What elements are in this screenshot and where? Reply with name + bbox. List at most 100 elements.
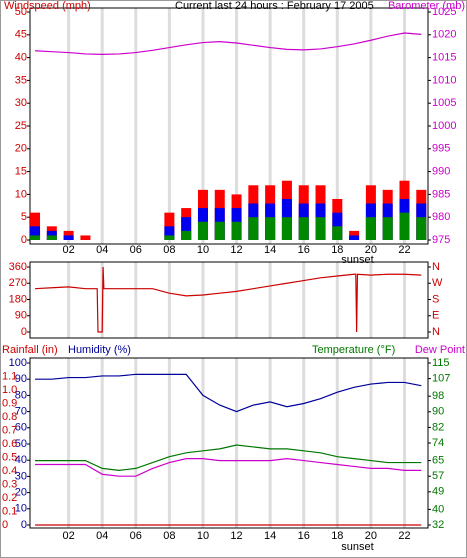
wind-bar [181, 217, 192, 240]
y2ticks-label: 1010 [432, 74, 456, 86]
wind-bar [416, 217, 427, 240]
x-tick-label: 12 [230, 244, 242, 256]
wind-bar [30, 235, 41, 240]
wind-bar [181, 230, 192, 240]
yticks-label: 80 [15, 389, 27, 401]
y2ticks-label: 1015 [432, 52, 456, 64]
yticks-label: 0 [21, 326, 27, 338]
x-tick-label: 14 [264, 244, 276, 256]
yticks-label: 360 [9, 261, 27, 273]
y2ticks-label: N [432, 261, 440, 273]
y2ticks-label: 1020 [432, 29, 456, 41]
rain_ticks-label: 0.7 [2, 424, 17, 436]
y2ticks-label: 74 [432, 437, 444, 449]
x-tick-label: 06 [130, 244, 142, 256]
wind-bar [164, 226, 175, 240]
y2ticks-label: 1005 [432, 97, 456, 109]
yticks-label: 50 [15, 438, 27, 450]
wind-bar [382, 217, 393, 240]
x-tick-label: 16 [298, 244, 310, 256]
wind-bar [265, 217, 276, 240]
wind-bar [248, 217, 259, 240]
rain_ticks-label: 1.1 [2, 370, 17, 382]
rain_ticks-label: 0.4 [2, 465, 17, 477]
yticks-label: 25 [15, 120, 27, 132]
y-axis-title: Humidity (%) [68, 344, 131, 356]
x-tick-label: 10 [197, 244, 209, 256]
rain_ticks-label: 0.5 [2, 451, 17, 463]
wind-bar [231, 221, 242, 240]
y2ticks-label: 57 [432, 470, 444, 482]
yticks-label: 40 [15, 52, 27, 64]
wind-bar [197, 221, 208, 240]
x-tick-label: 22 [398, 244, 410, 256]
yticks-label: 30 [15, 470, 27, 482]
x-tick-label: 02 [62, 244, 74, 256]
y2ticks-label: 980 [432, 211, 450, 223]
rain_ticks-label: 0.9 [2, 397, 17, 409]
annotation: sunset [341, 254, 373, 266]
x-tick-label: 22 [398, 530, 410, 542]
yticks-label: 180 [9, 293, 27, 305]
y2ticks-label: 40 [432, 503, 444, 515]
y2ticks-label: 90 [432, 406, 444, 418]
yticks-label: 20 [15, 143, 27, 155]
y2ticks-label: 32 [432, 519, 444, 531]
wind-bar [30, 226, 41, 240]
y2ticks-label: 985 [432, 188, 450, 200]
yticks-label: 35 [15, 74, 27, 86]
y2ticks-label: 975 [432, 234, 450, 246]
yticks-label: 20 [15, 487, 27, 499]
x-tick-label: 20 [365, 244, 377, 256]
yticks-label: 45 [15, 29, 27, 41]
y2ticks-label: 82 [432, 421, 444, 433]
yticks-label: 0 [21, 234, 27, 246]
rain-axis-title: Rainfall (in) [2, 344, 58, 356]
wind-bar [281, 217, 292, 240]
y2ticks-label: 115 [432, 357, 450, 369]
x-tick-label: 06 [130, 530, 142, 542]
wind-bar [80, 235, 91, 240]
wind-bar [164, 235, 175, 240]
y2ticks-label: E [432, 310, 439, 322]
x-tick-label: 14 [264, 530, 276, 542]
annotation: sunset [341, 541, 373, 553]
yticks-label: 50 [15, 6, 27, 18]
y2ticks-label: 995 [432, 143, 450, 155]
series-line [35, 266, 422, 333]
series-line [35, 444, 422, 471]
wind-bar [46, 235, 57, 240]
y2ticks-label: W [432, 277, 443, 289]
rain_ticks-label: 0 [2, 519, 8, 531]
series-line [35, 32, 422, 56]
y2-axis-title: Temperature (°F) [312, 344, 395, 356]
wind-bar [315, 217, 326, 240]
x-tick-label: 12 [230, 530, 242, 542]
x-tick-label: 08 [163, 530, 175, 542]
rain_ticks-label: 0.3 [2, 478, 17, 490]
wind-bar [365, 217, 376, 240]
x-tick-label: 04 [96, 530, 108, 542]
rain_ticks-label: 0.6 [2, 438, 17, 450]
y2ticks-label: 990 [432, 166, 450, 178]
rain_ticks-label: 0.1 [2, 505, 17, 517]
yticks-label: 60 [15, 422, 27, 434]
yticks-label: 90 [15, 310, 27, 322]
y2ticks-label: 49 [432, 486, 444, 498]
y-axis-title: Windspeed (mph) [4, 0, 91, 12]
yticks-label: 270 [9, 277, 27, 289]
yticks-label: 70 [15, 406, 27, 418]
wind-bar [332, 226, 343, 240]
wind-bar [298, 217, 309, 240]
series-line [35, 373, 422, 413]
yticks-label: 5 [21, 211, 27, 223]
y2ticks-label: 65 [432, 454, 444, 466]
yticks-label: 100 [9, 357, 27, 369]
y2ticks-label: 98 [432, 390, 444, 402]
x-tick-label: 18 [331, 244, 343, 256]
wind-bar [63, 235, 74, 240]
y2-axis-title: Barometer (mb) [388, 0, 465, 12]
x-tick-label: 18 [331, 530, 343, 542]
